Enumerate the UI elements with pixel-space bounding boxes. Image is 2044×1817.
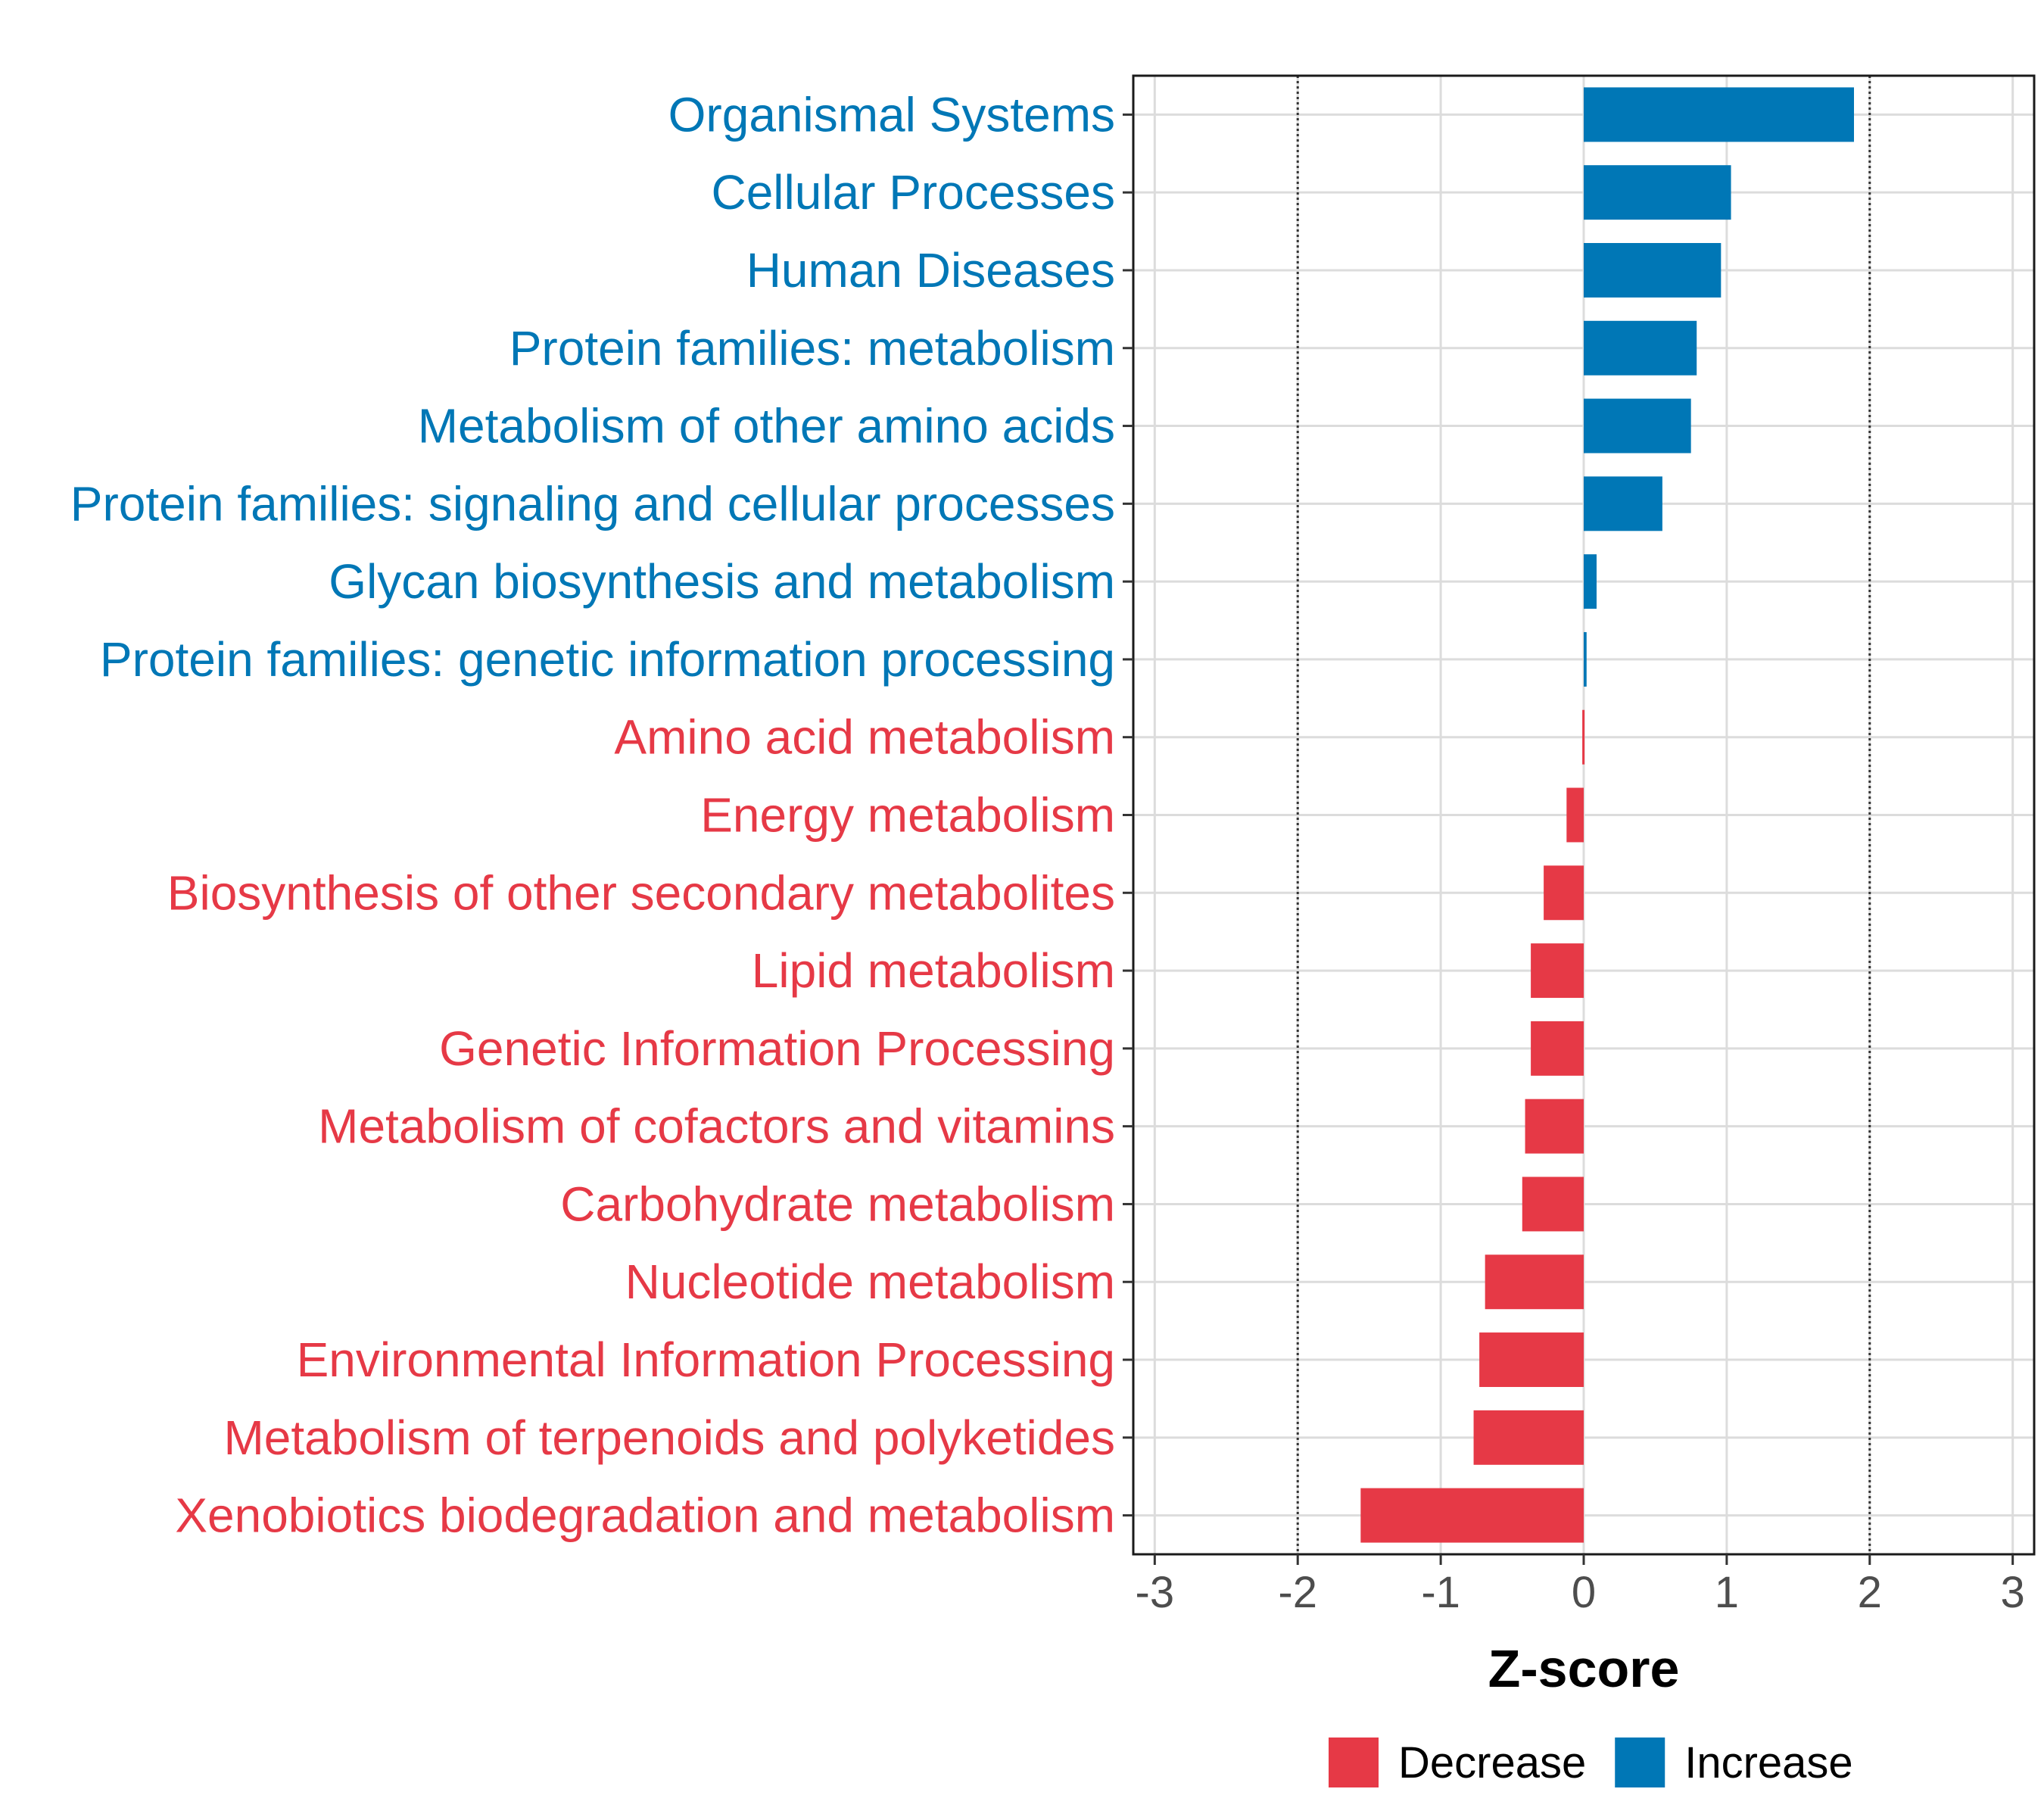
category-label: Environmental Information Processing [297,1332,1115,1387]
bar [1582,709,1585,765]
category-label: Xenobiotics biodegradation and metabolis… [175,1488,1115,1543]
bar [1584,165,1731,220]
category-label: Protein families: signaling and cellular… [70,476,1115,531]
x-tick-label: 0 [1572,1568,1596,1617]
x-tick-label: 2 [1858,1568,1882,1617]
bar [1584,87,1854,142]
bar [1525,1099,1584,1154]
category-label: Amino acid metabolism [614,710,1115,765]
bar [1584,554,1597,609]
category-label: Metabolism of terpenoids and polyketides [223,1410,1115,1465]
category-label: Nucleotide metabolism [625,1254,1115,1309]
category-label: Metabolism of other amino acids [418,399,1115,453]
category-label: Lipid metabolism [752,943,1115,998]
bar [1360,1488,1584,1543]
bar [1584,476,1662,531]
category-label: Human Diseases [746,243,1115,298]
x-tick-label: 1 [1715,1568,1739,1617]
category-label: Protein families: metabolism [509,321,1115,376]
legend-swatch [1329,1738,1379,1787]
bar [1473,1410,1584,1465]
category-label: Biosynthesis of other secondary metaboli… [167,865,1115,920]
bar [1485,1254,1584,1310]
x-tick-label: -1 [1421,1568,1460,1617]
x-tick-label: 3 [2001,1568,2025,1617]
category-label: Glycan biosynthesis and metabolism [329,554,1115,609]
bar [1584,242,1722,298]
bar [1479,1332,1584,1388]
bar [1544,865,1584,921]
bar [1584,320,1697,376]
category-label: Organismal Systems [668,87,1115,142]
legend-label: Decrease [1398,1738,1586,1787]
category-label: Protein families: genetic information pr… [100,632,1115,687]
legend-swatch [1615,1738,1665,1787]
bar [1566,787,1584,843]
bar [1584,631,1587,687]
bar [1531,1021,1584,1076]
x-axis-title: Z-score [1488,1639,1680,1698]
bar [1531,943,1584,999]
legend: Decrease Increase [1329,1738,1853,1787]
x-tick-label: -3 [1136,1568,1175,1617]
bar [1522,1177,1584,1232]
category-label: Energy metabolism [700,788,1115,843]
x-tick-label: -2 [1278,1568,1317,1617]
bar [1584,398,1691,453]
legend-label: Increase [1684,1738,1852,1787]
category-label: Carbohydrate metabolism [560,1177,1115,1231]
category-label: Genetic Information Processing [439,1021,1115,1076]
category-label: Metabolism of cofactors and vitamins [318,1099,1115,1154]
category-label: Cellular Processes [711,165,1115,220]
